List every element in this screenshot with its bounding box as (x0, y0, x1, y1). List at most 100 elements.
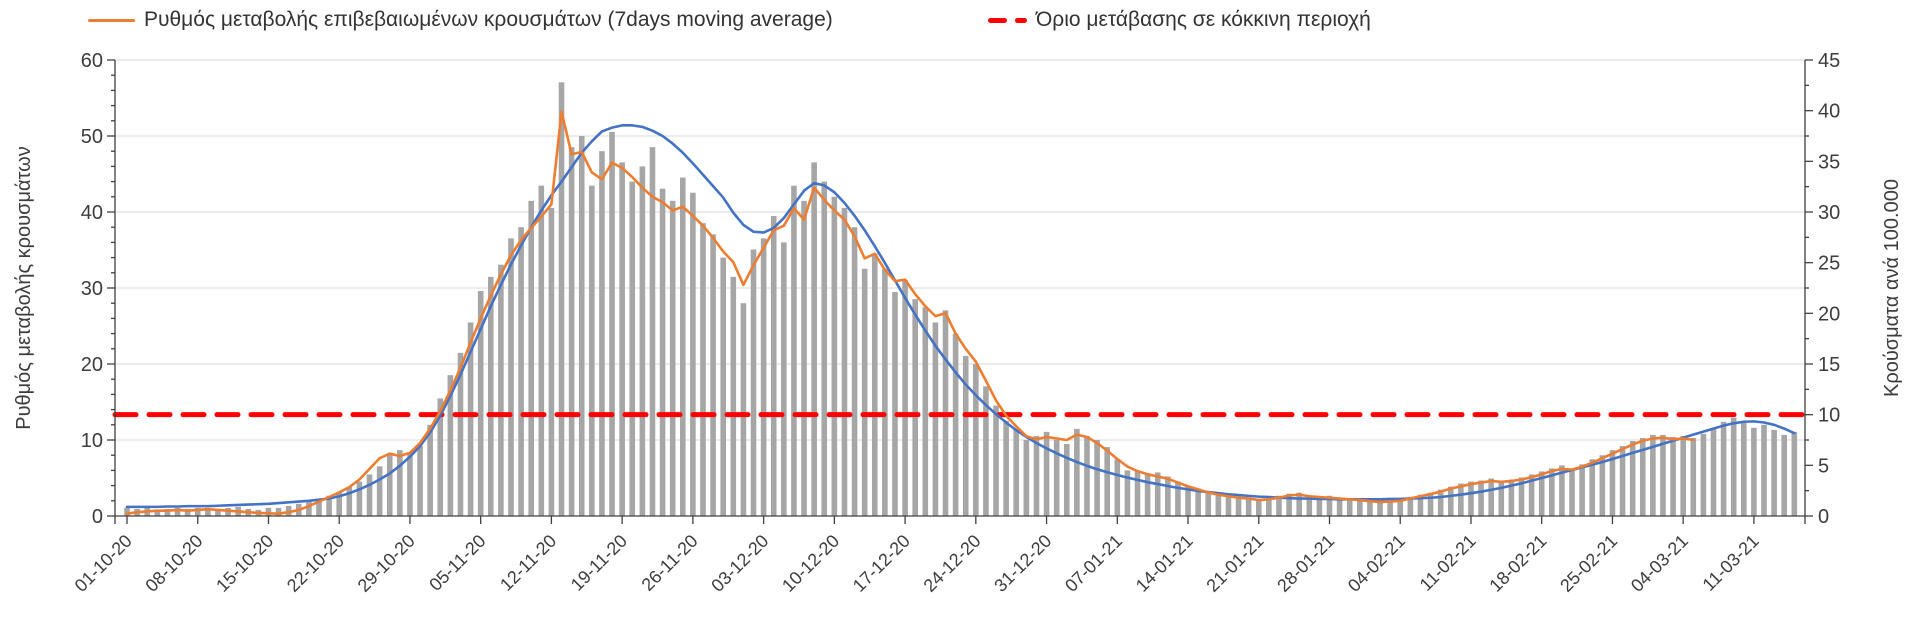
x-tick-label: 05-11-20 (425, 531, 489, 595)
bar (801, 200, 807, 516)
bar (1104, 447, 1110, 516)
x-tick-label: 28-01-21 (1273, 531, 1338, 596)
bar (164, 508, 171, 516)
bar (1619, 446, 1626, 516)
right-tick-label: 10 (1818, 405, 1840, 427)
x-tick-label: 08-10-20 (141, 531, 206, 596)
bar (1508, 479, 1515, 516)
bar (760, 238, 767, 516)
bar (770, 216, 777, 517)
bar (194, 507, 201, 516)
bar (962, 355, 969, 516)
x-tick-label: 19-11-20 (567, 531, 631, 595)
right-tick-label: 40 (1818, 101, 1840, 123)
bar (1255, 498, 1262, 516)
bar (397, 450, 403, 516)
x-tick-label: 22-10-20 (283, 531, 348, 596)
bar (1387, 499, 1393, 516)
bar (1367, 500, 1373, 516)
bar (912, 299, 918, 516)
bar (1286, 493, 1292, 516)
bar (498, 264, 504, 516)
bar (1468, 481, 1474, 516)
bar (1074, 428, 1080, 516)
x-tick-label: 12-11-20 (496, 531, 560, 595)
bar (750, 249, 757, 517)
bar (781, 242, 787, 516)
bar (346, 486, 353, 516)
bar (629, 181, 636, 516)
bar (1710, 428, 1717, 516)
x-tick-label: 04-03-21 (1627, 531, 1692, 596)
bar (669, 200, 676, 516)
bar (720, 257, 726, 516)
bar (740, 303, 747, 516)
right-tick-label: 45 (1818, 50, 1840, 72)
bar (306, 500, 312, 516)
bar (952, 333, 959, 516)
bar (1559, 465, 1565, 516)
x-tick-label: 07-01-21 (1061, 531, 1126, 596)
bar (1165, 476, 1171, 516)
left-tick-label: 60 (81, 50, 103, 72)
bar (1154, 472, 1161, 516)
bar (1215, 494, 1222, 516)
bar (538, 185, 545, 516)
bar (1175, 481, 1181, 516)
x-tick-label: 04-02-21 (1344, 531, 1409, 596)
bar (831, 196, 838, 517)
bar (1549, 468, 1555, 516)
bar (215, 508, 221, 516)
bar (316, 498, 322, 516)
bar (1306, 495, 1313, 516)
bar (1791, 431, 1798, 516)
bar (1276, 495, 1282, 516)
x-tick-label: 14-01-21 (1132, 531, 1197, 596)
bar (477, 291, 484, 516)
bar (326, 495, 332, 516)
bar (1013, 428, 1020, 516)
bar (1063, 444, 1070, 516)
bar (1569, 468, 1575, 516)
x-tick-label: 03-12-20 (707, 531, 772, 596)
bar (1336, 498, 1343, 516)
bar (578, 136, 585, 516)
bar (1124, 470, 1131, 516)
bar (1650, 434, 1656, 516)
bar (154, 509, 161, 516)
bars-daily-cases (124, 82, 1798, 517)
bar (902, 279, 908, 516)
bar (1660, 434, 1666, 516)
bar (1225, 495, 1232, 516)
legend-label-red-threshold: Όριο μετάβασης σε κόκκινη περιοχή (1036, 8, 1371, 31)
right-tick-label: 25 (1818, 253, 1840, 275)
x-tick-label: 25-02-21 (1556, 531, 1621, 596)
bar (1296, 492, 1302, 516)
bar (1771, 429, 1777, 516)
bar (973, 364, 979, 516)
bar (184, 508, 191, 516)
bar (366, 474, 373, 516)
bar (205, 507, 211, 516)
bar (1235, 496, 1242, 516)
bar (609, 131, 615, 516)
left-tick-label: 20 (81, 354, 103, 376)
bar (336, 492, 343, 516)
bar (1458, 483, 1464, 516)
bar (892, 292, 898, 516)
x-tick-label: 29-10-20 (354, 531, 419, 596)
x-tick-label: 31-12-20 (990, 531, 1055, 596)
bar (791, 185, 797, 516)
bar (821, 181, 828, 516)
bar (1761, 424, 1767, 516)
bar (275, 507, 282, 516)
bar (124, 507, 130, 516)
bar (568, 147, 575, 516)
bar (174, 507, 181, 516)
bar (659, 188, 666, 516)
right-tick-label: 15 (1818, 354, 1840, 376)
x-tick-label: 24-12-20 (920, 531, 985, 596)
legend-label-moving-average: Ρυθμός μεταβολής επιβεβαιωμένων κρουσμάτ… (144, 8, 833, 31)
bar (1053, 440, 1060, 516)
